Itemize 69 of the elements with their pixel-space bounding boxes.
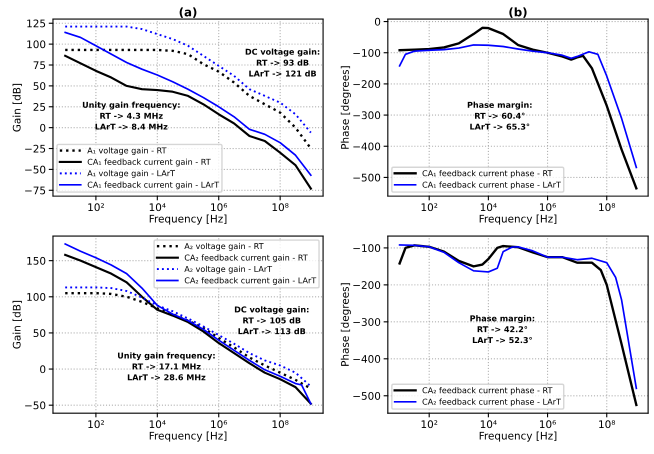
legend-label: A₂ voltage gain - RT [184,242,264,251]
y-tick-label: 75 [34,61,46,70]
x-axis-title: Frequency [Hz] [480,214,556,225]
y-axis-title: Phase [degrees] [340,283,351,366]
legend-label: CA₁ feedback current phase - LArT [422,181,561,190]
x-tick-label: 10² [422,420,438,428]
legend-label: CA₁ feedback current phase - RT [422,170,552,178]
y-tick-label: 50 [34,329,46,338]
legend-label: CA₂ feedback current phase - LArT [422,398,561,406]
y-axis-title: Gain [dB] [12,300,22,349]
x-tick-label: 10⁶ [211,203,228,212]
y-axis-title: Gain [dB] [12,84,22,132]
x-tick-label: 10⁸ [599,420,616,428]
x-tick-label: 10⁴ [480,420,497,428]
y-tick-label: −500 [353,392,380,400]
legend-label: CA₂ feedback current gain - RT [184,254,308,262]
annotation: DC voltage gain: RT -> 105 dB LArT -> 113 dB [234,306,308,334]
x-axis-title: Frequency [Hz] [480,432,556,442]
y-tick-label: −400 [353,142,380,150]
x-axis-title: Frequency [Hz] [150,432,226,442]
legend-label: A₁ voltage gain - LArT [87,170,176,178]
y-tick-label: 0 [374,18,380,26]
y-tick-label: 0 [40,124,46,132]
y-tick-label: −25 [25,144,46,153]
legend-label: A₂ voltage gain - LArT [184,266,272,274]
y-tick-label: −200 [353,80,380,88]
y-tick-label: −500 [353,174,380,182]
y-tick-label: −50 [25,166,46,174]
y-tick-label: 125 [27,19,46,28]
y-tick-label: −400 [353,355,380,363]
y-tick-label: −100 [353,48,380,57]
x-tick-label: 10⁴ [150,420,166,428]
legend-label: CA₂ feedback current gain - LArT [184,277,316,285]
y-tick-label: −50 [25,401,46,410]
y-tick-label: −300 [353,111,380,120]
chart-title: (b) [509,7,527,18]
y-tick-label: 100 [27,40,46,48]
x-tick-label: 10² [88,420,104,428]
y-tick-label: 150 [27,256,46,265]
y-tick-label: 50 [34,82,46,90]
x-tick-label: 10⁸ [272,203,288,212]
annotation: Phase margin: RT -> 42.2° LArT -> 52.3° [470,315,534,344]
x-tick-label: 10⁸ [599,203,616,212]
x-axis-title: Frequency [Hz] [150,214,226,225]
y-tick-label: 0 [40,365,46,374]
y-tick-label: −200 [353,281,380,289]
y-tick-label: 100 [27,293,46,301]
x-tick-label: 10⁴ [150,203,166,212]
x-tick-label: 10⁸ [272,420,288,428]
x-tick-label: 10⁶ [211,420,228,428]
x-tick-label: 10⁴ [480,203,497,212]
y-tick-label: −75 [25,186,46,194]
annotation: Unity gain frequency: RT -> 4.3 MHz LArT -> 8.4 MHz [82,102,180,130]
annotation: Phase margin: RT -> 60.4° LArT -> 65.3° [468,102,532,130]
x-tick-label: 10⁶ [540,203,556,212]
x-tick-label: 10⁶ [540,420,556,428]
legend-label: CA₂ feedback current phase - RT [422,387,552,395]
chart-title: (a) [180,7,196,18]
legend-label: CA₁ feedback current gain - LArT [88,181,220,190]
y-axis-title: Phase [degrees] [340,66,351,149]
annotation: DC voltage gain: RT -> 93 dB LArT -> 121 dB [246,48,320,77]
x-tick-label: 10² [88,203,104,212]
y-tick-label: −100 [353,244,380,252]
y-tick-label: −300 [353,318,380,326]
annotation: Unity gain frequency: RT -> 17.1 MHz LArT -> 28.6 MHz [118,352,215,380]
y-tick-label: 25 [34,102,46,111]
legend-label: CA₁ feedback current gain - RT [88,158,211,166]
x-tick-label: 10² [422,203,438,212]
legend-label: A₁ voltage gain - RT [87,147,167,156]
